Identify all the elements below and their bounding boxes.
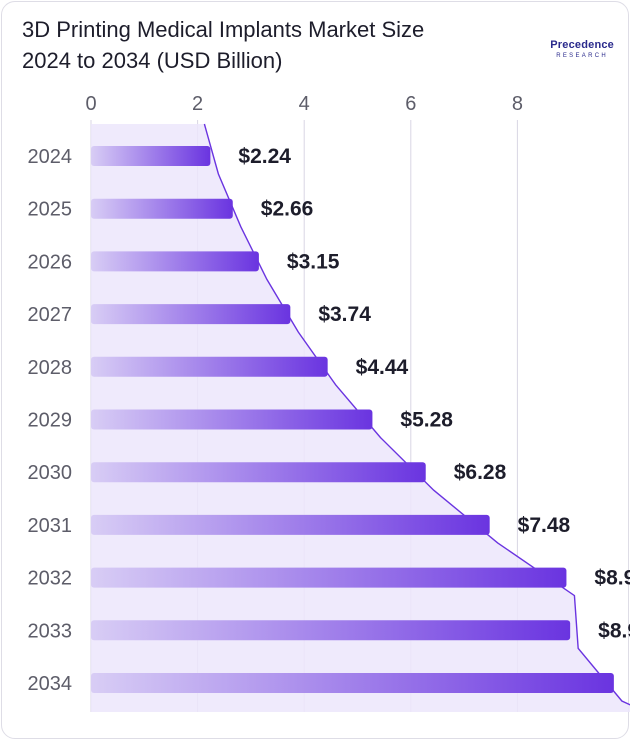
x-tick-label: 0 bbox=[85, 93, 96, 115]
bar-2028 bbox=[91, 356, 328, 377]
brand-sub: RESEARCH bbox=[556, 53, 608, 59]
category-label: 2034 bbox=[28, 673, 73, 695]
category-label: 2026 bbox=[28, 251, 73, 273]
value-label: $4.44 bbox=[356, 356, 409, 379]
bar-2027 bbox=[91, 304, 291, 325]
trend-line bbox=[203, 123, 630, 706]
value-label: $2.66 bbox=[261, 198, 314, 221]
category-label: 2030 bbox=[28, 462, 73, 484]
value-label: $6.28 bbox=[454, 461, 507, 484]
y-axis-categories: 2024 2025 2026 2027 2028 2029 2030 2031 2032 2033… bbox=[28, 146, 73, 695]
chart-title-line-1: 3D Printing Medical Implants Market Size bbox=[22, 17, 425, 42]
category-label: 2029 bbox=[28, 410, 73, 432]
chart-title: 3D Printing Medical Implants Market Size… bbox=[22, 14, 424, 76]
bar-2034 bbox=[91, 673, 614, 693]
brand-logo: Precedence RESEARCH bbox=[550, 39, 614, 60]
bar-2024 bbox=[91, 146, 211, 166]
bar-2033 bbox=[91, 620, 571, 641]
x-tick-label: 4 bbox=[299, 93, 310, 115]
x-tick-label: 8 bbox=[512, 93, 523, 115]
bars bbox=[91, 146, 614, 693]
category-label: 2028 bbox=[28, 357, 73, 379]
category-label: 2032 bbox=[28, 568, 73, 590]
value-label: $8.92 bbox=[594, 567, 630, 590]
value-label: $3.74 bbox=[318, 303, 371, 326]
category-label: 2033 bbox=[28, 620, 73, 642]
value-label: $2.24 bbox=[238, 145, 291, 168]
bar-2032 bbox=[91, 567, 567, 588]
value-label: $8.99 bbox=[598, 619, 630, 642]
value-label: $7.48 bbox=[518, 514, 571, 537]
category-label: 2024 bbox=[28, 146, 73, 168]
x-tick-label: 6 bbox=[405, 93, 416, 115]
bar-2029 bbox=[91, 409, 373, 430]
value-label: $5.28 bbox=[400, 409, 453, 432]
x-axis-ticks: 0 2 4 6 8 bbox=[85, 93, 523, 115]
category-label: 2031 bbox=[28, 515, 73, 537]
bar-2031 bbox=[91, 514, 490, 535]
chart-title-line-2: 2024 to 2034 (USD Billion) bbox=[22, 48, 283, 73]
bar-2030 bbox=[91, 462, 426, 483]
category-label: 2025 bbox=[28, 199, 73, 221]
value-label: $3.15 bbox=[287, 250, 340, 273]
bar-2026 bbox=[91, 251, 259, 272]
data-labels: $2.24 $2.66 $3.15 $3.74 $4.44 $5.28 $6.28 $7.48… bbox=[238, 145, 630, 642]
x-tick-label: 2 bbox=[192, 93, 203, 115]
bar-2025 bbox=[91, 198, 233, 219]
category-label: 2027 bbox=[28, 304, 73, 326]
brand-name: Precedence bbox=[550, 39, 614, 51]
